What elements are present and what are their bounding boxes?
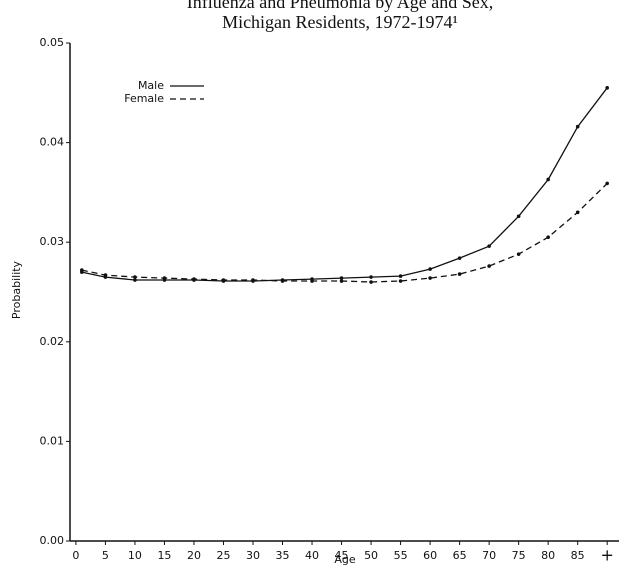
point: [398, 274, 403, 278]
y-tick-label: 0.05: [40, 36, 65, 49]
line-male: [81, 87, 608, 282]
point: [605, 181, 609, 186]
point: [546, 177, 550, 182]
point: [605, 86, 609, 90]
point: [310, 279, 314, 283]
y-tick-label: 0.03: [40, 235, 65, 248]
point: [369, 280, 373, 284]
x-tick-label: 65: [453, 549, 467, 562]
x-axis-label: Age: [334, 553, 356, 566]
y-axis-label: Probability: [10, 260, 23, 319]
point: [428, 276, 432, 280]
point: [457, 256, 462, 260]
point: [192, 277, 196, 281]
point: [339, 279, 344, 283]
x-tick-label: 50: [364, 549, 378, 562]
x-tick-label: 45: [335, 549, 349, 562]
point: [103, 273, 108, 277]
point: [546, 235, 550, 240]
point: [575, 210, 580, 215]
line-female: [81, 182, 608, 283]
chart-title: Influenza and Pneumonia by Age and Sex,: [187, 0, 493, 12]
x-tick-label: 85: [571, 549, 585, 562]
point: [575, 124, 580, 129]
point: [487, 264, 491, 268]
point: [457, 272, 462, 276]
point: [339, 276, 344, 280]
x-tick-label: 15: [157, 549, 171, 562]
legend-label: Female: [124, 92, 164, 105]
y-tick-label: 0.04: [40, 136, 65, 149]
x-tick-label: 25: [216, 549, 230, 562]
x-tick-label: 75: [512, 549, 526, 562]
point: [133, 275, 137, 279]
point: [162, 276, 167, 280]
x-tick-label: 40: [305, 549, 319, 562]
x-tick-label: 60: [423, 549, 437, 562]
y-tick-label: 0.02: [40, 335, 65, 348]
y-tick-label: 0.01: [40, 434, 65, 447]
x-tick-label: 55: [394, 549, 408, 562]
x-tick-label: +: [600, 546, 613, 565]
x-tick-label: 0: [72, 549, 79, 562]
point: [516, 214, 521, 219]
point: [487, 244, 491, 248]
point: [280, 279, 285, 283]
point: [516, 252, 521, 256]
x-tick-label: 20: [187, 549, 201, 562]
x-tick-label: 35: [276, 549, 290, 562]
legend-label: Male: [138, 79, 164, 92]
point: [398, 279, 403, 283]
point: [369, 275, 373, 279]
point: [221, 278, 226, 282]
chart-title: Michigan Residents, 1972-1974¹: [222, 12, 458, 32]
point: [428, 267, 432, 271]
x-tick-label: 30: [246, 549, 260, 562]
x-tick-label: 10: [128, 549, 142, 562]
point: [251, 278, 255, 282]
y-tick-label: 0.00: [40, 534, 65, 547]
x-tick-label: 70: [482, 549, 496, 562]
x-tick-label: 5: [102, 549, 109, 562]
point: [133, 278, 137, 282]
x-tick-label: 80: [541, 549, 555, 562]
point: [80, 268, 84, 272]
